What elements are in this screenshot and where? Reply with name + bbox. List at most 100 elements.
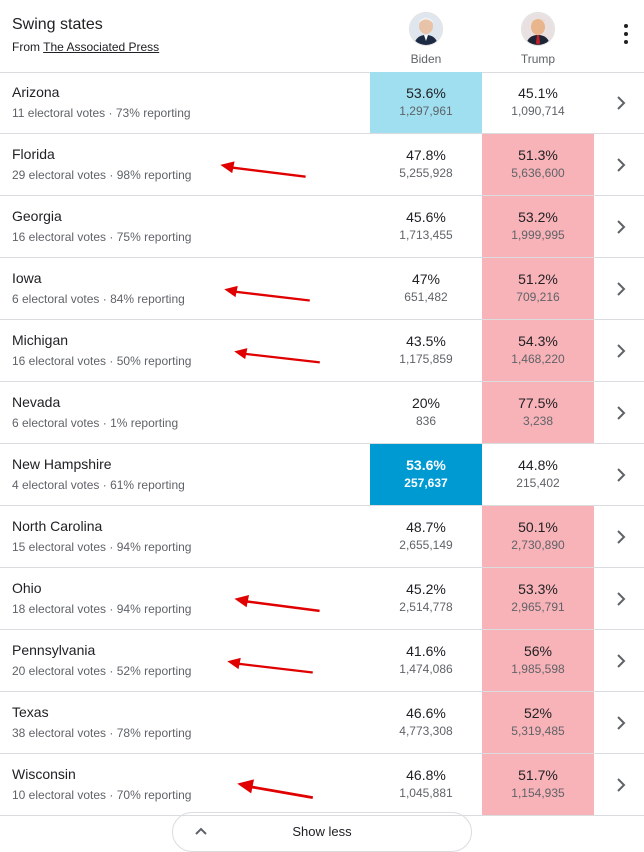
biden-percent: 47.8% [406, 147, 446, 163]
biden-percent: 41.6% [406, 643, 446, 659]
state-name: Georgia [12, 208, 62, 224]
state-details: 4 electoral votes · 61% reporting [12, 478, 185, 492]
biden-percent: 53.6% [406, 457, 446, 473]
reporting-percent: 52% reporting [116, 664, 192, 678]
state-row[interactable]: Arizona 11 electoral votes · 73% reporti… [0, 72, 644, 134]
electoral-votes: 10 electoral votes [12, 788, 107, 802]
biden-result-cell: 47.8% 5,255,928 [370, 134, 482, 195]
biden-percent: 53.6% [406, 85, 446, 101]
state-row[interactable]: Ohio 18 electoral votes · 94% reporting … [0, 568, 644, 630]
biden-votes: 2,514,778 [399, 600, 453, 614]
trump-label: Trump [520, 52, 556, 66]
biden-result-cell: 53.6% 257,637 [370, 444, 482, 505]
chevron-right-icon[interactable] [612, 156, 630, 174]
chevron-right-icon[interactable] [612, 714, 630, 732]
state-row[interactable]: Michigan 16 electoral votes · 50% report… [0, 320, 644, 382]
state-details: 6 electoral votes · 84% reporting [12, 292, 185, 306]
reporting-percent: 61% reporting [110, 478, 185, 492]
state-row[interactable]: North Carolina 15 electoral votes · 94% … [0, 506, 644, 568]
electoral-votes: 16 electoral votes [12, 230, 107, 244]
red-arrow-icon [220, 161, 306, 178]
card-header: Swing states From The Associated Press B… [0, 0, 644, 73]
state-row[interactable]: Iowa 6 electoral votes · 84% reporting 4… [0, 258, 644, 320]
chevron-right-icon[interactable] [612, 218, 630, 236]
state-details: 10 electoral votes · 70% reporting [12, 788, 191, 802]
chevron-right-icon[interactable] [612, 404, 630, 422]
electoral-votes: 11 electoral votes [12, 106, 106, 120]
separator-dot: · [109, 602, 117, 616]
more-vert-icon[interactable] [618, 22, 634, 46]
state-row[interactable]: Florida 29 electoral votes · 98% reporti… [0, 134, 644, 196]
trump-percent: 45.1% [518, 85, 558, 101]
trump-percent: 50.1% [518, 519, 558, 535]
electoral-votes: 38 electoral votes [12, 726, 107, 740]
trump-result-cell: 53.2% 1,999,995 [482, 196, 594, 257]
trump-votes: 1,468,220 [511, 352, 565, 366]
chevron-right-icon[interactable] [612, 94, 630, 112]
trump-votes: 2,730,890 [511, 538, 565, 552]
biden-result-cell: 46.6% 4,773,308 [370, 692, 482, 753]
trump-votes: 1,985,598 [511, 662, 565, 676]
trump-result-cell: 51.2% 709,216 [482, 258, 594, 319]
reporting-percent: 78% reporting [116, 726, 192, 740]
state-details: 29 electoral votes · 98% reporting [12, 168, 191, 182]
chevron-right-icon[interactable] [612, 776, 630, 794]
state-name: Florida [12, 146, 55, 162]
separator-dot: · [109, 664, 117, 678]
state-row[interactable]: Nevada 6 electoral votes · 1% reporting … [0, 382, 644, 444]
separator-dot: · [109, 230, 117, 244]
separator-dot: · [102, 292, 111, 306]
trump-result-cell: 77.5% 3,238 [482, 382, 594, 443]
electoral-votes: 16 electoral votes [12, 354, 107, 368]
biden-result-cell: 20% 836 [370, 382, 482, 443]
biden-percent: 20% [411, 395, 441, 411]
chevron-right-icon[interactable] [612, 528, 630, 546]
chevron-right-icon[interactable] [612, 342, 630, 360]
source-link[interactable]: The Associated Press [43, 40, 160, 54]
state-row[interactable]: New Hampshire 4 electoral votes · 61% re… [0, 444, 644, 506]
trump-percent: 54.3% [518, 333, 558, 349]
red-arrow-icon [237, 779, 314, 799]
show-less-button[interactable]: Show less [172, 812, 472, 852]
state-row[interactable]: Texas 38 electoral votes · 78% reporting… [0, 692, 644, 754]
biden-percent: 47% [411, 271, 441, 287]
electoral-votes: 6 electoral votes [12, 292, 100, 306]
trump-result-cell: 44.8% 215,402 [482, 444, 594, 505]
trump-result-cell: 50.1% 2,730,890 [482, 506, 594, 567]
state-name: Iowa [12, 270, 42, 286]
state-row[interactable]: Georgia 16 electoral votes · 75% reporti… [0, 196, 644, 258]
source-prefix: From [12, 40, 40, 54]
trump-result-cell: 51.7% 1,154,935 [482, 754, 594, 815]
biden-label: Biden [410, 52, 442, 66]
trump-percent: 44.8% [518, 457, 558, 473]
trump-result-cell: 56% 1,985,598 [482, 630, 594, 691]
state-details: 38 electoral votes · 78% reporting [12, 726, 191, 740]
trump-votes: 1,154,935 [511, 786, 565, 800]
state-details: 16 electoral votes · 50% reporting [12, 354, 191, 368]
biden-votes: 257,637 [404, 476, 448, 490]
separator-dot: · [108, 106, 116, 120]
trump-percent: 51.2% [518, 271, 558, 287]
biden-avatar [409, 12, 443, 46]
chevron-right-icon[interactable] [612, 466, 630, 484]
biden-votes: 1,297,961 [399, 104, 453, 118]
trump-votes: 5,319,485 [511, 724, 565, 738]
red-arrow-icon [224, 285, 310, 302]
trump-avatar [521, 12, 555, 46]
state-row[interactable]: Pennsylvania 20 electoral votes · 52% re… [0, 630, 644, 692]
chevron-right-icon[interactable] [612, 280, 630, 298]
chevron-right-icon[interactable] [612, 590, 630, 608]
trump-percent: 53.2% [518, 209, 558, 225]
trump-votes: 1,999,995 [511, 228, 565, 242]
biden-votes: 4,773,308 [399, 724, 453, 738]
trump-votes: 3,238 [522, 414, 554, 428]
show-less-label: Show less [292, 824, 352, 839]
reporting-percent: 98% reporting [116, 168, 192, 182]
chevron-right-icon[interactable] [612, 652, 630, 670]
state-details: 16 electoral votes · 75% reporting [12, 230, 191, 244]
trump-result-cell: 53.3% 2,965,791 [482, 568, 594, 629]
state-row[interactable]: Wisconsin 10 electoral votes · 70% repor… [0, 754, 644, 816]
red-arrow-icon [227, 657, 313, 674]
biden-percent: 43.5% [406, 333, 446, 349]
electoral-votes: 4 electoral votes [12, 478, 100, 492]
